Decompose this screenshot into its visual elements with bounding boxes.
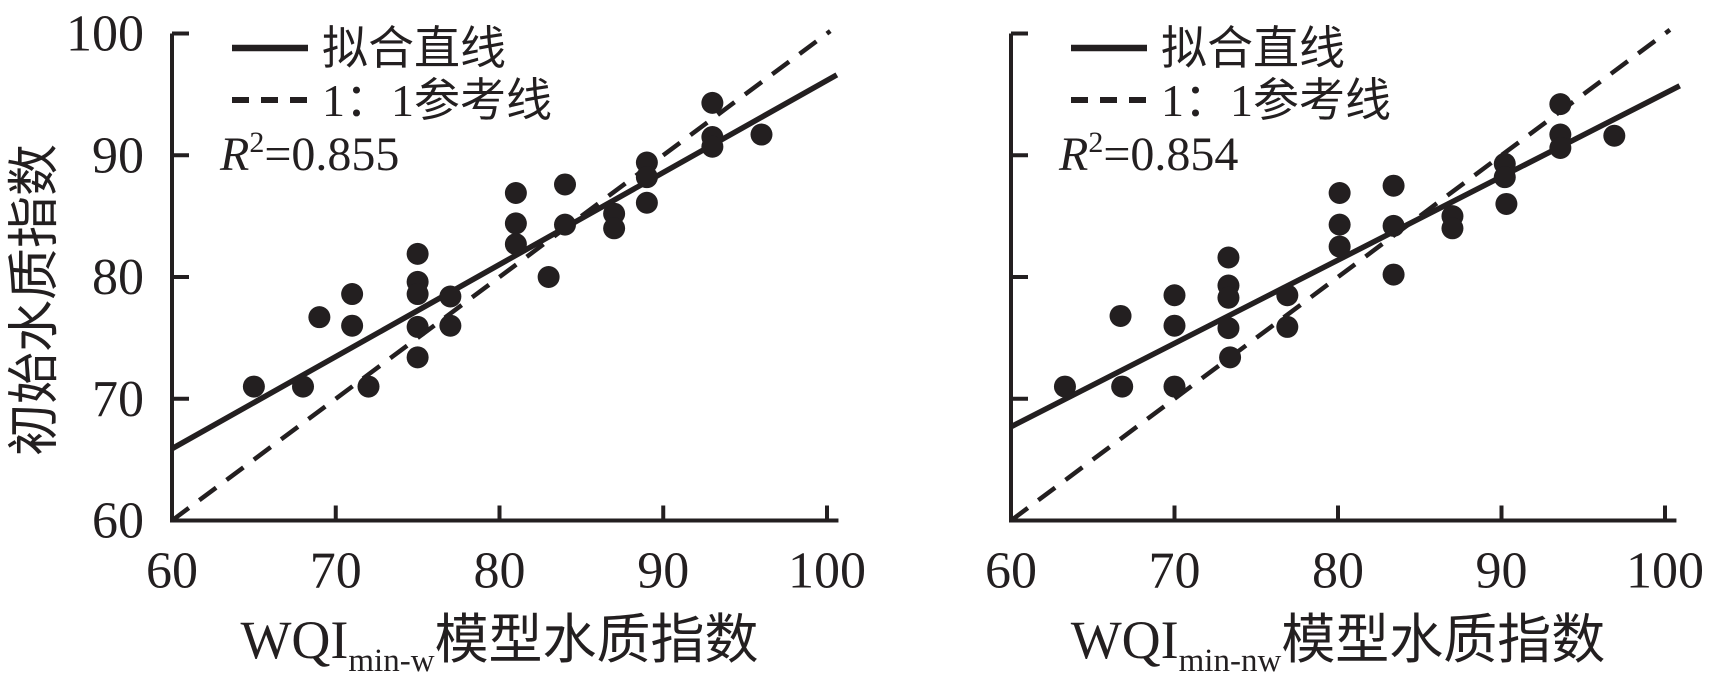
- data-point: [439, 314, 462, 337]
- data-point: [504, 212, 527, 235]
- data-point: [1549, 93, 1572, 116]
- data-point: [1328, 181, 1351, 204]
- data-point: [1276, 284, 1299, 307]
- data-point: [1163, 284, 1186, 307]
- data-point: [1382, 174, 1405, 197]
- legend-fit-label: 拟合直线: [1161, 23, 1345, 74]
- data-point: [554, 213, 576, 236]
- r-squared-text: R2=0.855: [219, 126, 399, 181]
- data-point: [1219, 346, 1242, 369]
- data-point: [701, 135, 724, 158]
- data-point: [1441, 217, 1464, 240]
- panel-left: 60 70 80 90 100 60 70 80 90 100 拟合直线1：1参考线R2=0.855…: [7, 6, 866, 680]
- data-point: [406, 346, 429, 369]
- one-to-one-line: [170, 29, 832, 523]
- fit-line: [170, 72, 839, 452]
- legend-ref-label: 1：1参考线: [322, 75, 552, 126]
- x-tick-label: 70: [1149, 543, 1201, 600]
- x-tick-label: 60: [985, 543, 1037, 600]
- data-point: [554, 173, 576, 196]
- legend-fit-label: 拟合直线: [322, 23, 506, 74]
- x-axis-title: WQImin-nw模型水质指数: [1071, 610, 1606, 679]
- data-point: [1493, 166, 1516, 189]
- r-squared-text: R2=0.854: [1058, 126, 1238, 181]
- x-tick-label: 100: [1626, 543, 1704, 600]
- y-axis-title: 初始水质指数: [7, 144, 64, 456]
- data-point: [1163, 375, 1186, 398]
- data-point: [1328, 235, 1351, 258]
- x-tick-label: 90: [637, 543, 689, 600]
- data-point: [242, 375, 265, 398]
- data-point: [439, 285, 462, 308]
- x-tick-label: 70: [310, 543, 362, 600]
- data-point: [1495, 192, 1518, 215]
- data-point: [1217, 286, 1240, 309]
- data-point: [1217, 246, 1240, 269]
- data-point: [406, 315, 429, 338]
- data-point: [504, 233, 527, 256]
- y-tick-label: 80: [92, 249, 144, 306]
- data-point: [504, 181, 527, 204]
- x-tick-label: 80: [1312, 543, 1364, 600]
- data-point: [308, 306, 331, 329]
- data-point: [1328, 213, 1351, 236]
- data-point: [1163, 314, 1186, 337]
- y-tick-label: 90: [92, 127, 144, 184]
- data-point: [701, 91, 724, 114]
- data-point: [341, 283, 364, 306]
- data-point: [406, 242, 429, 265]
- data-point: [1217, 317, 1240, 340]
- data-point: [1603, 124, 1626, 147]
- x-tick-label: 60: [146, 543, 198, 600]
- data-point: [1549, 136, 1572, 159]
- y-tick-label: 60: [92, 493, 144, 550]
- data-point: [1111, 375, 1134, 398]
- data-point: [635, 191, 658, 214]
- data-point: [1109, 304, 1132, 327]
- x-axis-title: WQImin-w模型水质指数: [240, 610, 758, 679]
- data-point: [292, 375, 314, 398]
- data-point: [537, 266, 560, 288]
- data-point: [1382, 214, 1405, 237]
- data-point: [603, 217, 626, 240]
- data-point: [1382, 263, 1405, 286]
- y-tick-label: 100: [66, 6, 144, 63]
- legend-ref-label: 1：1参考线: [1161, 75, 1391, 126]
- x-tick-label: 90: [1476, 543, 1528, 600]
- data-point: [341, 314, 364, 337]
- data-point: [635, 166, 658, 189]
- x-tick-label: 100: [788, 543, 866, 600]
- y-tick-label: 70: [92, 371, 144, 428]
- data-point: [357, 375, 380, 398]
- x-tick-label: 80: [474, 543, 526, 600]
- data-point: [406, 283, 429, 306]
- data-point: [1276, 315, 1299, 338]
- data-point: [750, 123, 773, 146]
- data-point: [1053, 375, 1076, 398]
